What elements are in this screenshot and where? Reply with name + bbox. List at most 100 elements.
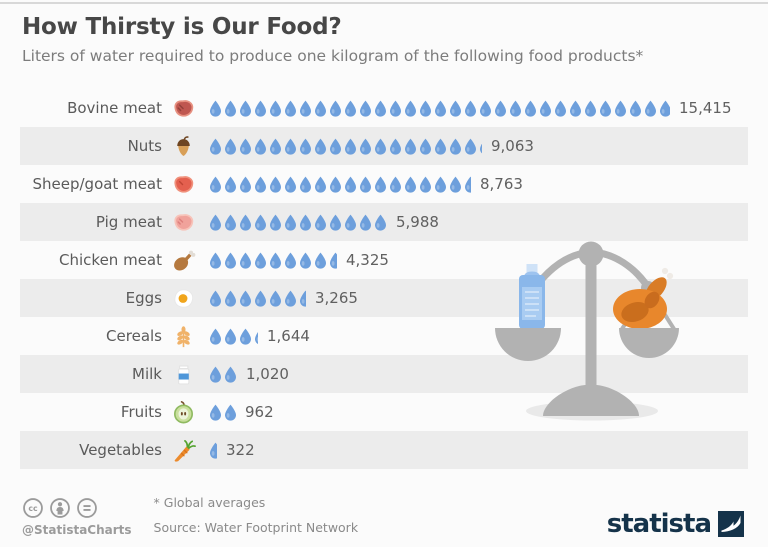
water-drop-icon (209, 138, 222, 155)
row-label: Pig meat (95, 213, 162, 231)
milk-icon (170, 361, 197, 388)
water-drop-icon (209, 176, 222, 193)
row-label: Nuts (127, 137, 162, 155)
water-drop-icon (269, 176, 282, 193)
eggs-icon (170, 285, 197, 312)
vegetables-icon (170, 437, 197, 464)
row-label: Milk (132, 365, 162, 383)
chart-rows: Bovine meat 15,415 Nuts 9,063 Sheep/goat… (20, 89, 748, 469)
water-drop-icon (284, 138, 297, 155)
statista-charts-handle: @StatistaCharts (22, 523, 132, 537)
drop-bar (209, 176, 473, 193)
row-label: Chicken meat (59, 251, 162, 269)
water-drop-icon (389, 176, 402, 193)
water-drop-icon (644, 100, 657, 117)
water-drop-icon (374, 176, 387, 193)
row-label: Eggs (125, 289, 162, 307)
chart-row: Milk 1,020 (20, 355, 748, 393)
water-drop-icon (224, 100, 237, 117)
scale-left-pan (495, 328, 561, 361)
water-drop-icon (224, 290, 237, 307)
water-drop-icon (329, 252, 337, 269)
water-drop-icon (314, 214, 327, 231)
balance-scale-illustration (495, 241, 679, 421)
row-value: 3,265 (315, 289, 358, 307)
water-drop-icon (509, 100, 522, 117)
row-label: Sheep/goat meat (32, 175, 162, 193)
license-block: cc @StatistaCharts (22, 497, 132, 537)
footnote: * Global averages (153, 495, 266, 510)
scale-base (543, 385, 639, 416)
water-drop-icon (419, 176, 432, 193)
water-drop-icon (434, 100, 447, 117)
water-drop-icon (254, 328, 258, 345)
water-drop-icon (209, 252, 222, 269)
statista-logo-icon (718, 511, 744, 537)
water-drop-icon (299, 138, 312, 155)
water-drop-icon (329, 176, 342, 193)
water-drop-icon (389, 100, 402, 117)
water-drop-icon (404, 138, 417, 155)
row-label: Bovine meat (67, 99, 162, 117)
water-drop-icon (224, 366, 237, 383)
water-drop-icon (374, 100, 387, 117)
water-drop-icon (344, 100, 357, 117)
row-value: 5,988 (396, 213, 439, 231)
water-drop-icon (314, 176, 327, 193)
water-drop-icon (254, 100, 267, 117)
footer: cc @StatistaCharts * Global averages Sou… (22, 495, 744, 537)
water-drop-icon (404, 100, 417, 117)
water-drop-icon (239, 290, 252, 307)
cereals-icon (170, 323, 197, 350)
water-drop-icon (449, 138, 462, 155)
water-drop-icon (389, 138, 402, 155)
drop-bar (209, 404, 238, 421)
water-drop-icon (209, 404, 222, 421)
water-drop-icon (254, 252, 267, 269)
water-drop-icon (224, 138, 237, 155)
water-drop-icon (464, 176, 471, 193)
drop-bar (209, 442, 219, 459)
water-drop-icon (299, 176, 312, 193)
water-drop-icon (209, 214, 222, 231)
water-drop-icon (224, 176, 237, 193)
water-drop-icon (284, 290, 297, 307)
water-drop-icon (344, 138, 357, 155)
source: Source: Water Footprint Network (153, 520, 359, 535)
water-drop-icon (239, 176, 252, 193)
water-drop-icon (539, 100, 552, 117)
water-drop-icon (239, 100, 252, 117)
water-drop-icon (299, 214, 312, 231)
water-drop-icon (269, 252, 282, 269)
water-drop-icon (524, 100, 537, 117)
drop-bar (209, 252, 339, 269)
water-drop-icon (224, 252, 237, 269)
row-value: 322 (226, 441, 255, 459)
row-value: 962 (245, 403, 274, 421)
water-drop-icon (344, 176, 357, 193)
chart-row: Chicken meat 4,325 (20, 241, 748, 279)
water-drop-icon (359, 100, 372, 117)
page-title: How Thirsty is Our Food? (22, 14, 342, 40)
row-value: 1,644 (267, 327, 310, 345)
row-value: 8,763 (480, 175, 523, 193)
cc-icon: cc (23, 498, 43, 518)
water-drop-icon (659, 100, 670, 117)
water-drop-icon (269, 138, 282, 155)
water-bottle-icon (519, 264, 545, 329)
row-label: Cereals (106, 327, 162, 345)
scale-post (585, 254, 597, 389)
water-drop-icon (284, 252, 297, 269)
drop-bar (209, 214, 389, 231)
water-drop-icon (599, 100, 612, 117)
water-drop-icon (374, 214, 387, 231)
water-drop-icon (314, 100, 327, 117)
water-drop-icon (209, 442, 217, 459)
chart-row: Sheep/goat meat 8,763 (20, 165, 748, 203)
water-drop-icon (314, 138, 327, 155)
water-drop-icon (344, 214, 357, 231)
water-drop-icon (254, 290, 267, 307)
water-drop-icon (314, 252, 327, 269)
row-value: 1,020 (246, 365, 289, 383)
scale-right-pan (619, 328, 679, 358)
